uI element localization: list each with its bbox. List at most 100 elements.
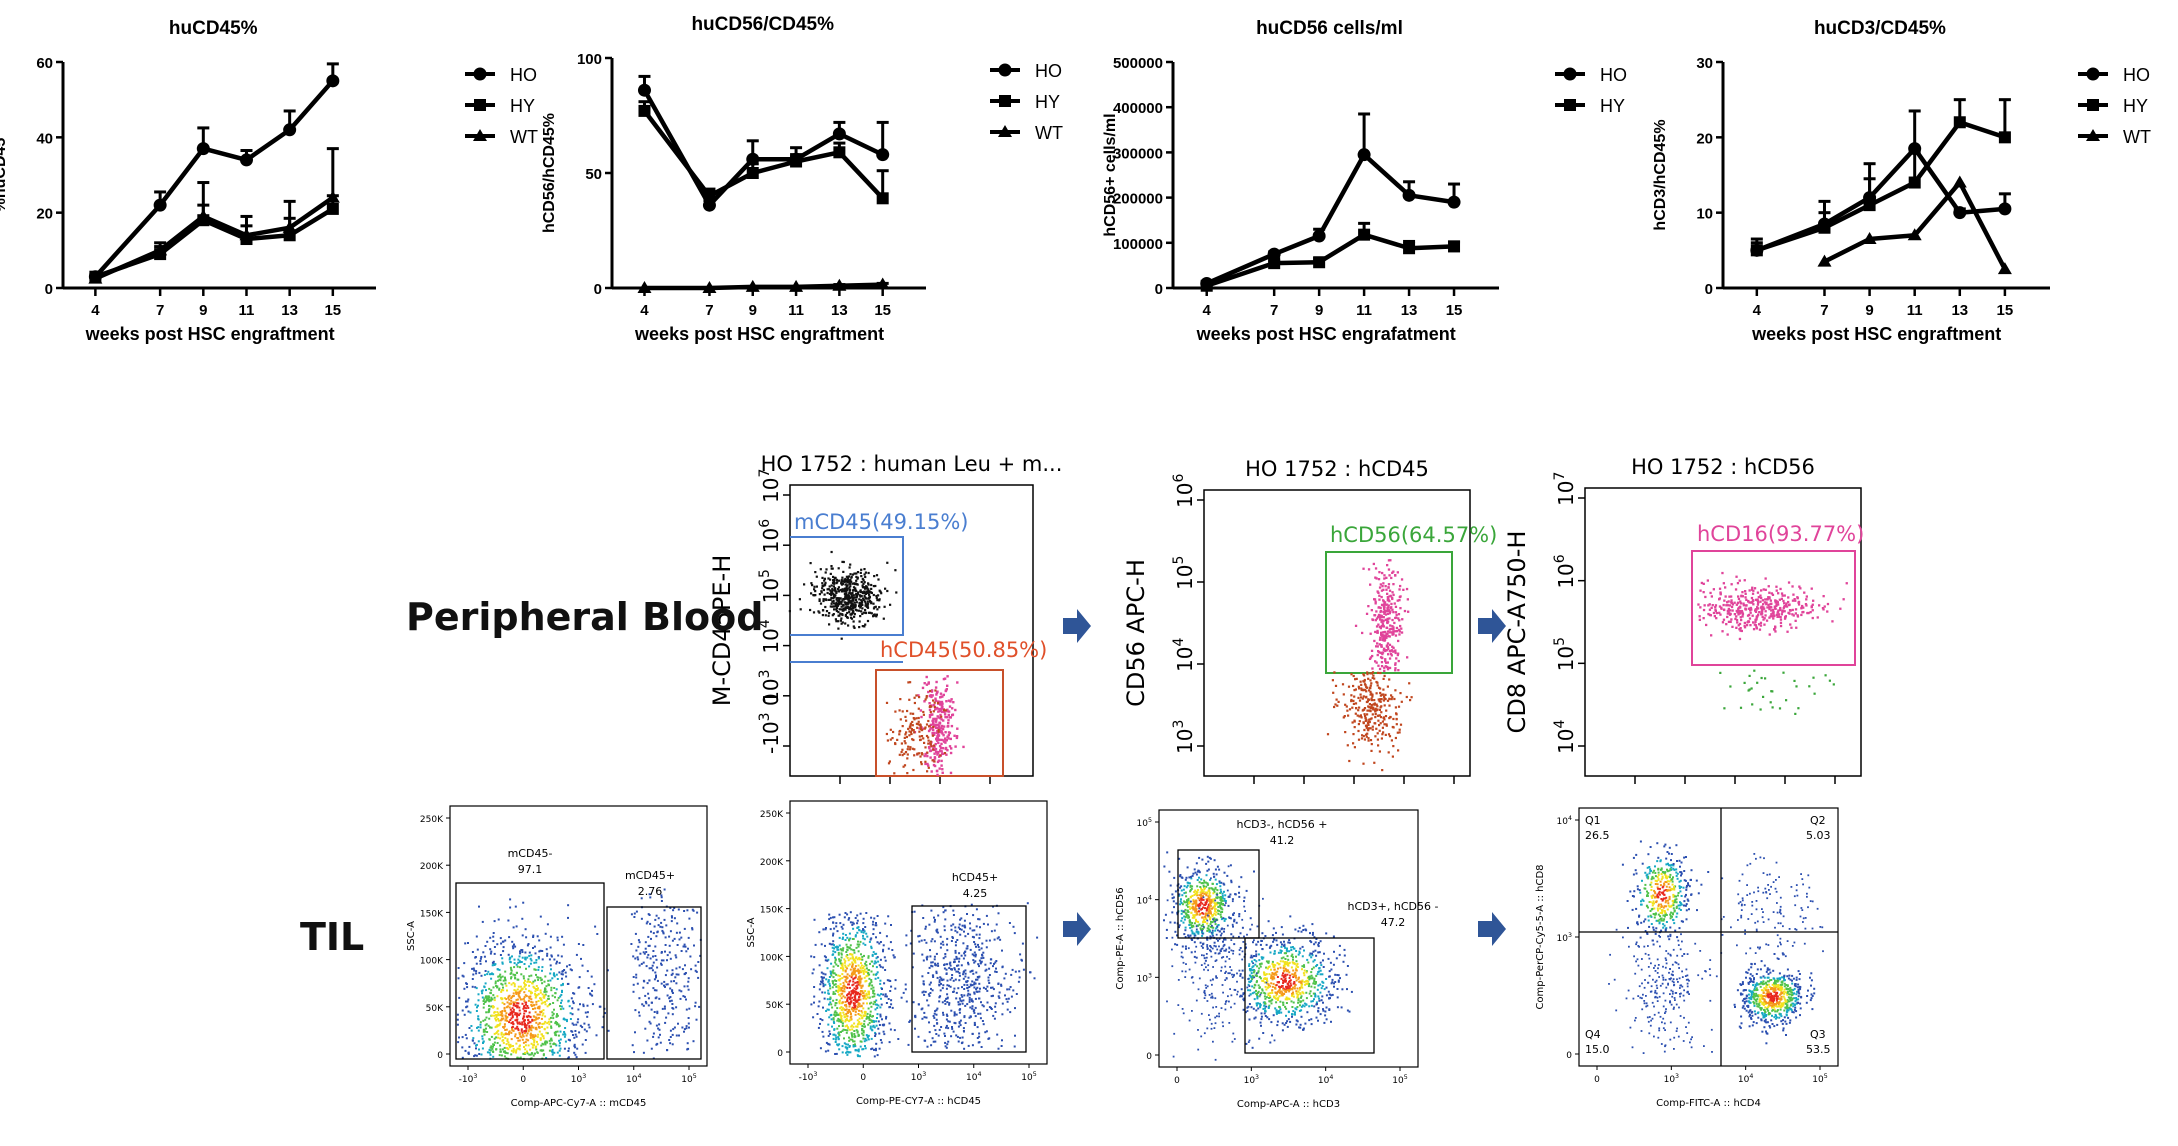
hcd16-gate — [1691, 550, 1856, 666]
tick-label: 0 — [860, 1073, 866, 1083]
tick-label: 105 — [1392, 1074, 1407, 1086]
til-events-4 — [1608, 840, 1824, 1054]
tick-label: 0 — [1174, 1076, 1180, 1086]
line-chart-1: huCD45% 0 20 40 60 4 7 9 11 13 15 weeks post HSC en… — [0, 18, 538, 344]
til-row-label: TIL — [300, 915, 365, 959]
x-tick-label: 9 — [1865, 302, 1873, 319]
tick-label: 0 — [1146, 1052, 1152, 1062]
data-point — [703, 190, 716, 202]
data-point — [1817, 254, 1832, 267]
line-chart-4: huCD3/CD45% 0 10 20 30 4 7 9 11 13 15 weeks post HS… — [1652, 18, 2151, 344]
x-tick-label: 11 — [788, 302, 804, 319]
pb-events-1 — [788, 550, 965, 777]
flow-title: HO 1752 : hCD45 — [1245, 457, 1429, 481]
tick-label: 50K — [426, 1004, 444, 1014]
tick-label: 106 — [1552, 554, 1578, 588]
y-tick-label: 300000 — [1113, 145, 1163, 162]
gate-name: hCD3+, hCD56 - — [1348, 900, 1439, 913]
y-tick-label: 20 — [36, 206, 53, 223]
data-point — [1863, 199, 1876, 212]
data-point — [1403, 242, 1416, 255]
data-point — [876, 192, 889, 205]
y-tick-label: 10 — [1696, 206, 1713, 223]
legend-marker — [998, 125, 1012, 137]
arrow-til-1 — [1063, 912, 1091, 946]
tick-label: 105 — [681, 1073, 696, 1085]
data-point — [832, 127, 846, 141]
series-line — [642, 109, 885, 200]
mcd45-pos-gate — [606, 906, 702, 1060]
quadrant-name: Q3 — [1810, 1028, 1826, 1041]
data-point — [239, 228, 254, 241]
y-tick-label: 100000 — [1113, 236, 1163, 253]
x-tick-label: 7 — [156, 302, 164, 319]
series-HY: HY — [1750, 96, 2148, 257]
data-point — [746, 167, 759, 179]
plot-frame — [1584, 487, 1862, 777]
data-point — [153, 198, 167, 212]
tick-label: 104 — [1137, 895, 1152, 907]
tick-label: 104 — [626, 1073, 641, 1085]
pb-flow-panel-1: HO 1752 : human Leu + m... M-CD45PE-H 107 1… — [708, 452, 1062, 784]
quadrant-value: 53.5 — [1806, 1043, 1831, 1056]
series-line — [93, 79, 335, 279]
x-tick-label: 7 — [1270, 302, 1278, 319]
data-point — [1997, 262, 2012, 275]
quadrant-name: Q2 — [1810, 814, 1826, 827]
flow-x-label: Comp-PE-CY7-A :: hCD45 — [856, 1096, 981, 1107]
y-tick-label: 40 — [36, 130, 53, 147]
data-point — [325, 190, 340, 203]
legend-marker — [473, 129, 487, 141]
mcd45-neg-gate — [455, 882, 605, 1060]
tick-label: 105 — [1021, 1071, 1036, 1083]
hcd16-gate-label: hCD16(93.77%) — [1697, 522, 1864, 546]
tick-label: 105 — [1812, 1073, 1827, 1085]
x-axis-label: weeks post HSC engraftment — [634, 324, 884, 344]
legend-marker — [2087, 99, 2099, 111]
data-point — [1952, 175, 1967, 188]
series-WT: WT — [637, 123, 1063, 293]
x-tick-label: 13 — [1951, 302, 1968, 319]
data-point — [1268, 257, 1281, 270]
flow-y-label: M-CD45PE-H — [708, 555, 736, 707]
pb-events-3 — [1697, 571, 1848, 715]
series-line — [1756, 120, 2006, 253]
x-tick-label: 13 — [1401, 302, 1418, 319]
tick-label: 105 — [1171, 556, 1197, 590]
series-line — [1205, 152, 1455, 286]
series-HY: HY — [638, 92, 1060, 205]
x-axis-label: weeks post HSC engrafatment — [1196, 324, 1456, 344]
mcd45-gate-label: mCD45(49.15%) — [794, 510, 968, 534]
x-tick-label: 9 — [749, 302, 757, 319]
tick-label: 104 — [966, 1071, 981, 1083]
arrow-pb-2 — [1478, 609, 1506, 643]
tick-label: 0 — [1566, 1051, 1572, 1061]
data-point — [1953, 116, 1966, 129]
tick-label: 107 — [1552, 472, 1578, 506]
series-HY: HY — [1200, 96, 1625, 292]
y-tick-label: 50 — [585, 166, 602, 183]
tick-label: 104 — [1318, 1074, 1333, 1086]
chart-title: huCD45% — [169, 18, 258, 39]
legend-label: HO — [510, 65, 537, 85]
gate-value: 4.25 — [963, 887, 988, 900]
x-tick-label: 15 — [324, 302, 341, 319]
series-HO: HO — [637, 61, 1062, 212]
tick-label: 105 — [1552, 637, 1578, 671]
hcd56-gate — [1325, 551, 1453, 674]
series-HO: HO — [1200, 65, 1627, 290]
peripheral-blood-row-label: Peripheral Blood — [406, 595, 764, 639]
x-tick-label: 4 — [640, 302, 649, 319]
data-point — [1357, 148, 1371, 162]
y-tick-label: 60 — [36, 55, 53, 72]
y-tick-label: 0 — [1155, 281, 1163, 298]
flow-y-label: SSC-A — [746, 917, 757, 947]
series-line — [1823, 180, 2007, 271]
chart-title: huCD56 cells/ml — [1256, 18, 1403, 39]
legend-label: WT — [1035, 123, 1063, 143]
nk-gate — [1177, 849, 1260, 939]
y-tick-label: 400000 — [1113, 100, 1163, 117]
data-point — [876, 148, 890, 162]
